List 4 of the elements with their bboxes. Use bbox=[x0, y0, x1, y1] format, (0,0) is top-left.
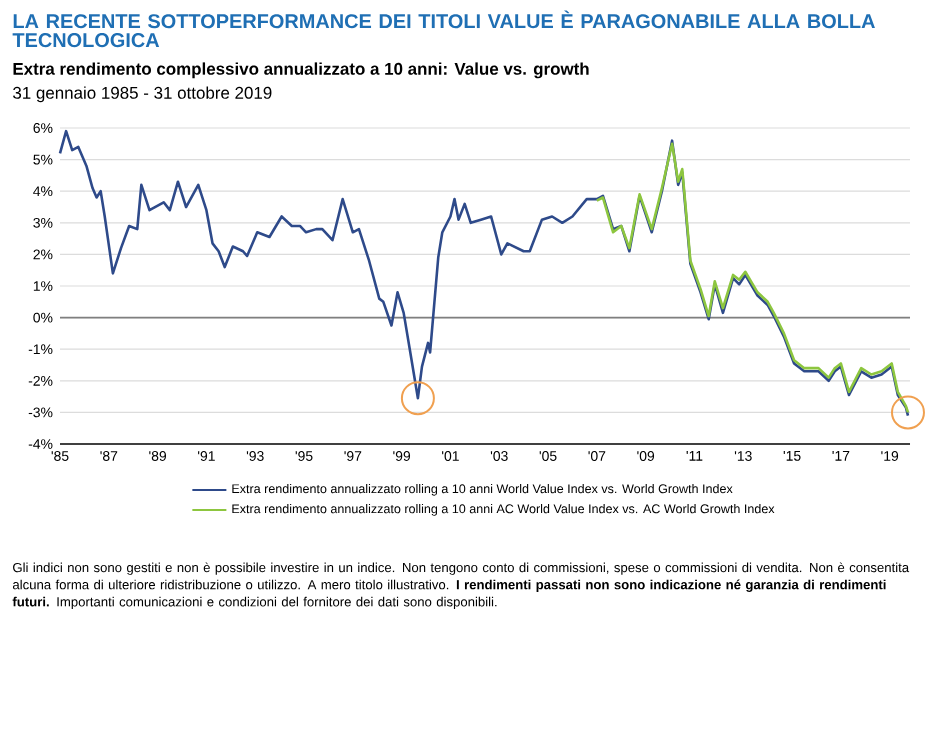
text: 31 gennaio 1985 - 31 ottobre 2019 bbox=[13, 86, 272, 103]
chart-title: LA RECENTE SOTTOPERFORMANCE DEI TITOLI VALUE È PARAGONABILE ALLA BOLLA TECNOLOGICA bbox=[12, 10, 875, 48]
chart-subtitle: Extra rendimento complessivo annualizzato a 10 anni: Value vs. growth bbox=[13, 62, 589, 79]
line-series bbox=[58, 129, 910, 417]
